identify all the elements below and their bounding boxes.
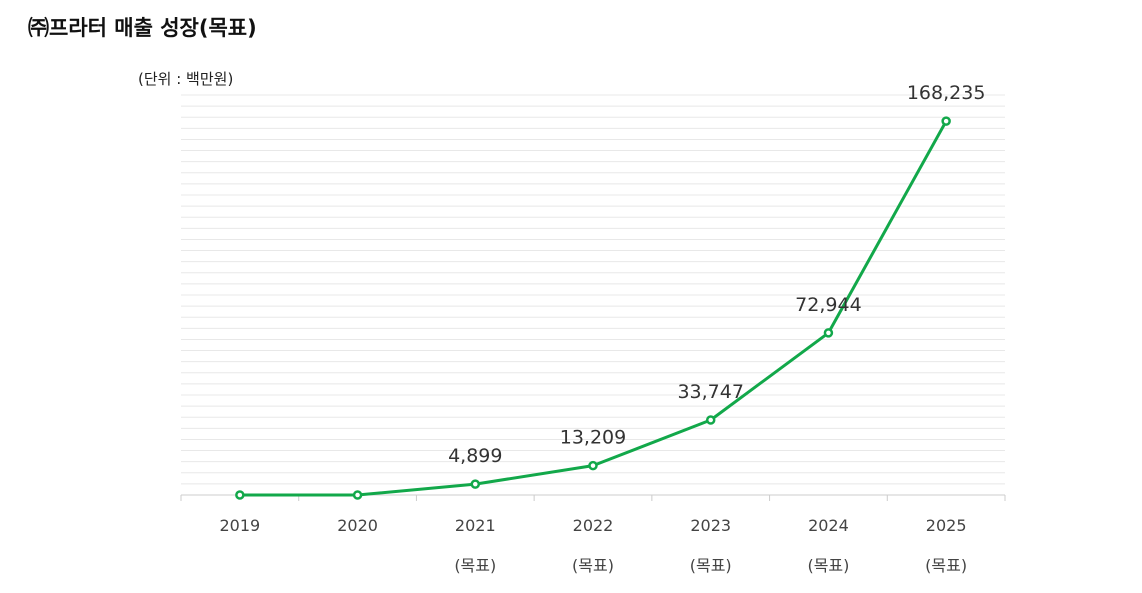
x-tick-label: 2021 — [455, 516, 496, 535]
labels: 2019 2020 2021 (목표) 2022 (목표) 2023 (목표) 2024 (목표)… — [219, 82, 985, 575]
x-tick-label: 2022 — [573, 516, 614, 535]
series-line — [235, 116, 951, 500]
data-point — [235, 490, 245, 500]
data-point — [352, 490, 363, 500]
data-label: 72,944 — [795, 294, 861, 316]
x-tick-sublabel: (목표) — [807, 556, 849, 575]
data-point — [823, 328, 834, 338]
data-label: 168,235 — [907, 82, 986, 104]
x-tick-sublabel: (목표) — [454, 556, 496, 575]
data-label: 33,747 — [677, 381, 743, 403]
x-tick-label: 2019 — [219, 516, 260, 535]
data-point — [705, 415, 716, 425]
data-point — [588, 460, 598, 471]
data-point — [941, 116, 951, 126]
unit-label: (단위 : 백만원) — [138, 70, 234, 88]
data-label: 13,209 — [560, 427, 626, 449]
grid-lines — [181, 94, 1005, 496]
x-tick-label: 2020 — [337, 516, 378, 535]
x-tick-label: 2024 — [808, 516, 849, 535]
x-tick-label: 2023 — [690, 516, 731, 535]
data-label: 4,899 — [448, 445, 502, 467]
x-tick-sublabel: (목표) — [572, 556, 614, 575]
x-tick-label: 2025 — [926, 516, 967, 535]
x-tick-sublabel: (목표) — [925, 556, 967, 575]
x-tick-sublabel: (목표) — [690, 556, 732, 575]
chart-title: ㈜프라터 매출 성장(목표) — [28, 16, 257, 40]
data-point — [470, 479, 481, 489]
